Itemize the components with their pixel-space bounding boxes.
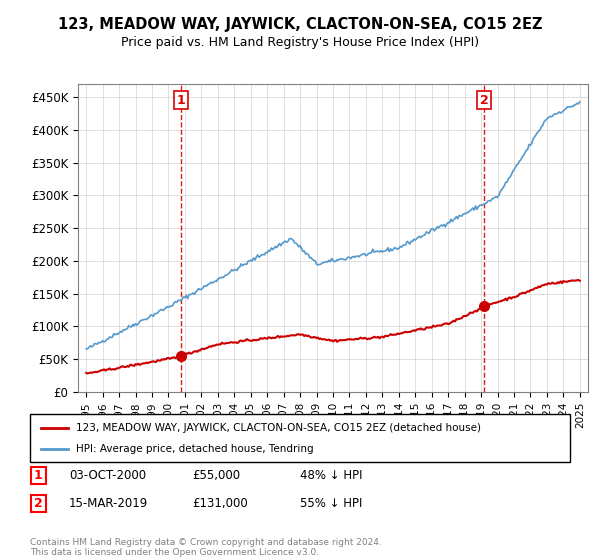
Text: 123, MEADOW WAY, JAYWICK, CLACTON-ON-SEA, CO15 2EZ (detached house): 123, MEADOW WAY, JAYWICK, CLACTON-ON-SEA… <box>76 423 481 433</box>
Text: 03-OCT-2000: 03-OCT-2000 <box>69 469 146 482</box>
Text: £131,000: £131,000 <box>192 497 248 510</box>
Text: Price paid vs. HM Land Registry's House Price Index (HPI): Price paid vs. HM Land Registry's House … <box>121 36 479 49</box>
Text: 2: 2 <box>34 497 43 510</box>
Text: 2: 2 <box>480 94 489 107</box>
Text: £55,000: £55,000 <box>192 469 240 482</box>
FancyBboxPatch shape <box>31 468 46 483</box>
Text: 48% ↓ HPI: 48% ↓ HPI <box>300 469 362 482</box>
Text: 55% ↓ HPI: 55% ↓ HPI <box>300 497 362 510</box>
Text: 1: 1 <box>176 94 185 107</box>
Text: 15-MAR-2019: 15-MAR-2019 <box>69 497 148 510</box>
FancyBboxPatch shape <box>30 414 570 462</box>
Text: 1: 1 <box>34 469 43 482</box>
FancyBboxPatch shape <box>31 496 46 511</box>
Text: Contains HM Land Registry data © Crown copyright and database right 2024.
This d: Contains HM Land Registry data © Crown c… <box>30 538 382 557</box>
Text: 123, MEADOW WAY, JAYWICK, CLACTON-ON-SEA, CO15 2EZ: 123, MEADOW WAY, JAYWICK, CLACTON-ON-SEA… <box>58 17 542 32</box>
Text: HPI: Average price, detached house, Tendring: HPI: Average price, detached house, Tend… <box>76 444 314 454</box>
